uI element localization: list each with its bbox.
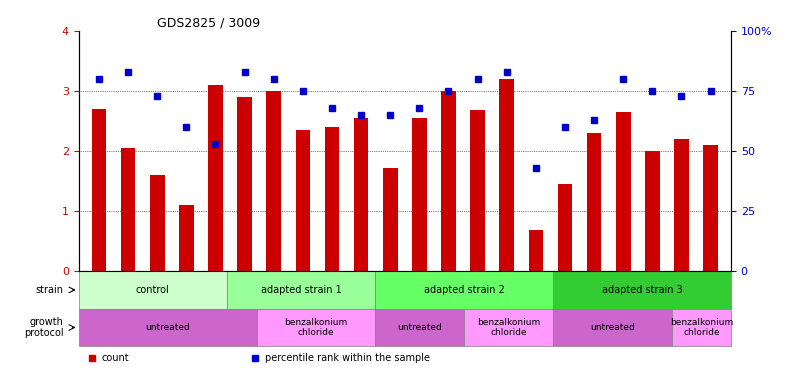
Bar — [470, 110, 485, 271]
Text: untreated: untreated — [397, 323, 442, 332]
Text: benzalkonium
chloride: benzalkonium chloride — [477, 318, 540, 337]
Text: benzalkonium
chloride: benzalkonium chloride — [285, 318, 347, 337]
Bar — [354, 118, 369, 271]
Bar — [325, 127, 340, 271]
Bar — [616, 112, 630, 271]
Bar — [674, 139, 689, 271]
FancyBboxPatch shape — [227, 271, 375, 309]
Bar — [121, 148, 135, 271]
Text: growth protocol: growth protocol — [24, 317, 64, 338]
Text: control: control — [136, 285, 170, 295]
Bar — [296, 130, 310, 271]
Bar — [645, 151, 659, 271]
Text: GDS2825 / 3009: GDS2825 / 3009 — [157, 17, 260, 30]
Bar — [703, 145, 718, 271]
Bar — [92, 109, 106, 271]
Bar — [587, 133, 601, 271]
Bar — [412, 118, 427, 271]
FancyBboxPatch shape — [375, 271, 553, 309]
FancyBboxPatch shape — [79, 309, 256, 346]
Text: count: count — [101, 353, 129, 363]
Text: adapted strain 1: adapted strain 1 — [261, 285, 341, 295]
Text: adapted strain 2: adapted strain 2 — [424, 285, 505, 295]
FancyBboxPatch shape — [672, 309, 731, 346]
FancyBboxPatch shape — [256, 309, 375, 346]
Bar — [237, 97, 252, 271]
Text: untreated: untreated — [590, 323, 635, 332]
Text: strain: strain — [36, 285, 64, 295]
Text: percentile rank within the sample: percentile rank within the sample — [265, 353, 429, 363]
Bar — [558, 184, 572, 271]
Text: untreated: untreated — [145, 323, 190, 332]
FancyBboxPatch shape — [553, 309, 672, 346]
Bar — [383, 168, 398, 271]
FancyBboxPatch shape — [553, 271, 731, 309]
Bar — [441, 91, 456, 271]
Bar — [150, 175, 164, 271]
Bar — [179, 205, 193, 271]
FancyBboxPatch shape — [375, 309, 464, 346]
Bar — [266, 91, 281, 271]
Bar — [528, 230, 543, 271]
FancyBboxPatch shape — [464, 309, 553, 346]
FancyBboxPatch shape — [79, 271, 227, 309]
Text: benzalkonium
chloride: benzalkonium chloride — [670, 318, 733, 337]
Bar — [208, 85, 222, 271]
Bar — [499, 79, 514, 271]
Text: adapted strain 3: adapted strain 3 — [601, 285, 682, 295]
